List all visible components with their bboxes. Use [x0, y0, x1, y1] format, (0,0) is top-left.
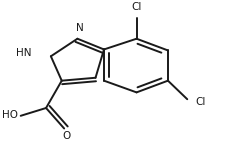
Text: HO: HO	[2, 110, 18, 120]
Text: Cl: Cl	[131, 2, 142, 12]
Text: N: N	[76, 23, 84, 33]
Text: Cl: Cl	[196, 96, 206, 107]
Text: O: O	[62, 131, 71, 141]
Text: HN: HN	[16, 48, 32, 58]
